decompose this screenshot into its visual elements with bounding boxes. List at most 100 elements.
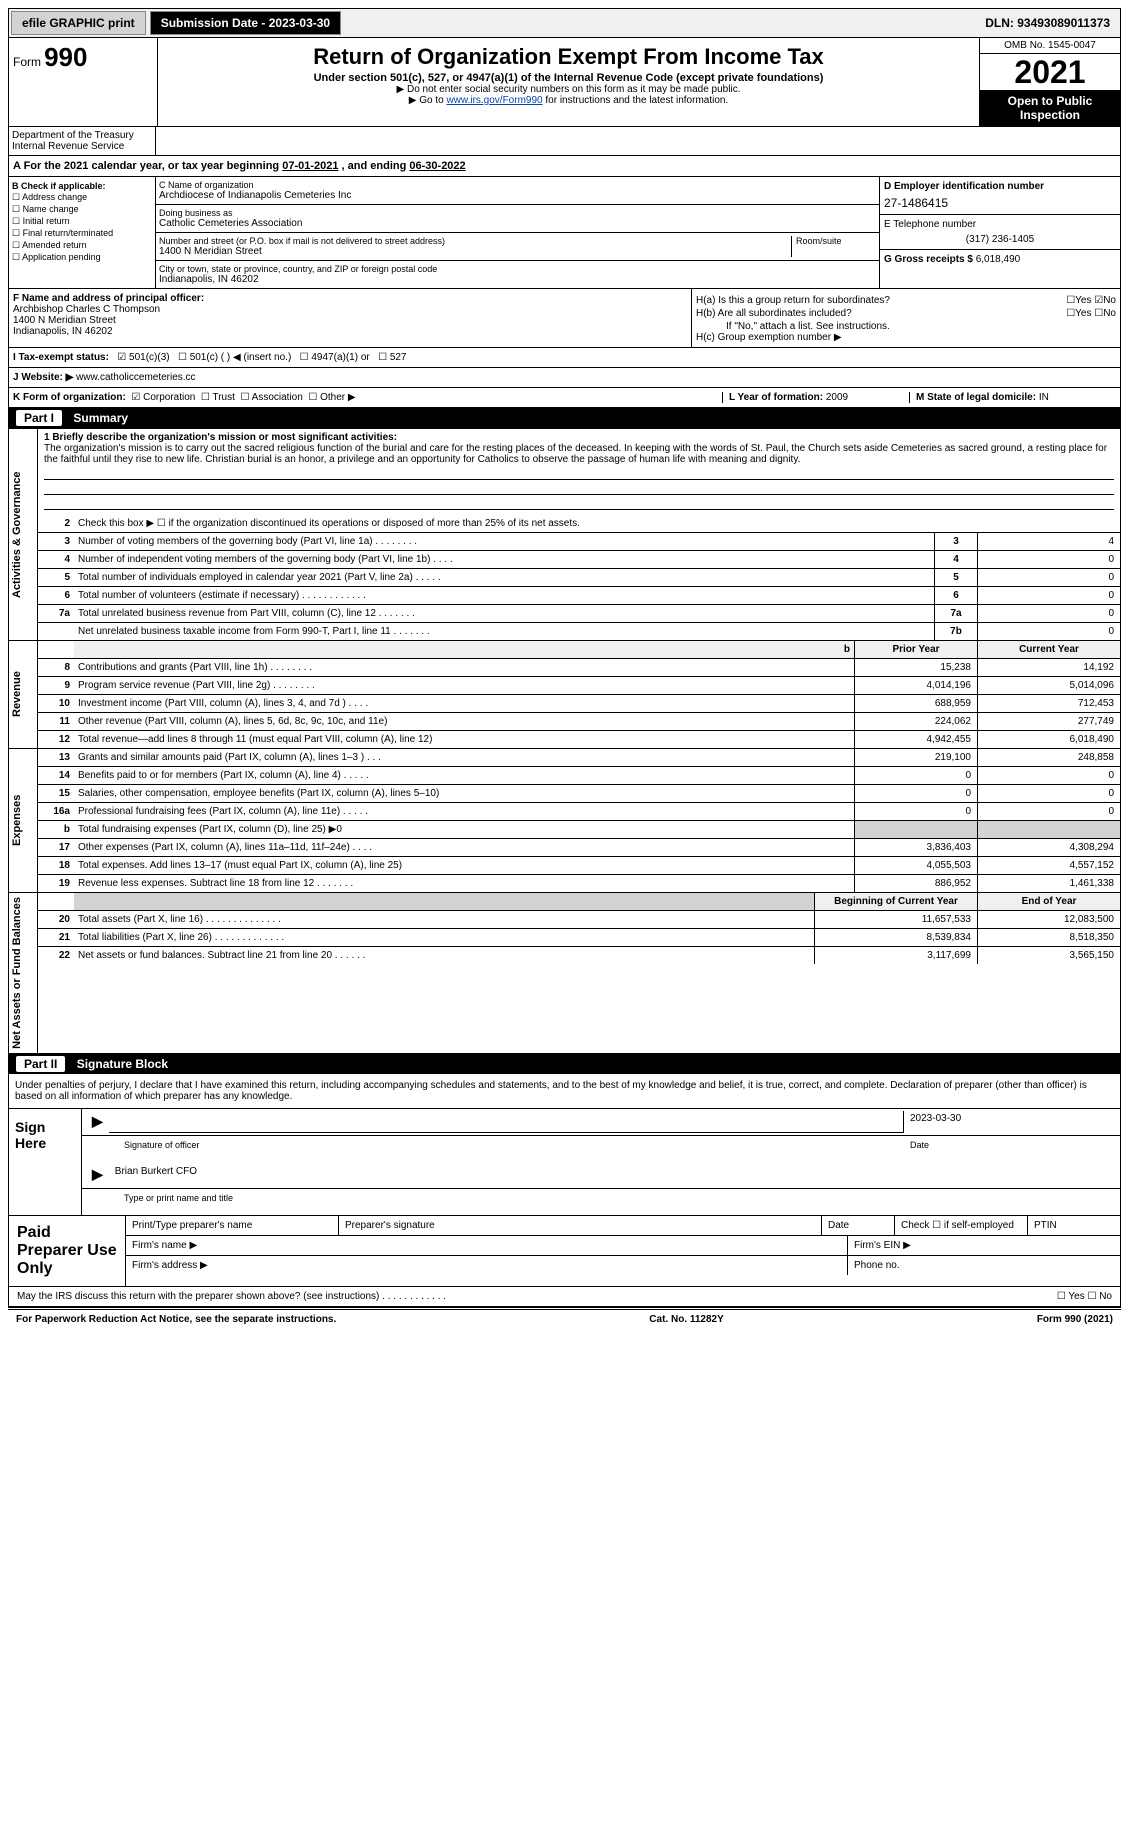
col-d: D Employer identification number 27-1486… [879,177,1120,288]
gov-line: 3Number of voting members of the governi… [38,533,1120,551]
discuss-text: May the IRS discuss this return with the… [17,1291,446,1302]
part2-title: Signature Block [77,1057,168,1071]
chk-addr: ☐ Address change [12,192,152,203]
hb-yn: ☐Yes ☐No [1066,308,1116,319]
gov-line: 7aTotal unrelated business revenue from … [38,605,1120,623]
block-h: H(a) Is this a group return for subordin… [692,289,1120,347]
form-ref: Form 990 (2021) [1037,1314,1113,1325]
rev-line: 11Other revenue (Part VIII, column (A), … [38,713,1120,731]
firm-ein: Firm's EIN ▶ [848,1236,1120,1255]
exp-line: 16aProfessional fundraising fees (Part I… [38,803,1120,821]
prep-name: Print/Type preparer's name [126,1216,339,1235]
line2-desc: Check this box ▶ ☐ if the organization d… [74,515,1120,532]
submission-date: 2023-03-30 [269,16,330,30]
prep-right: Print/Type preparer's name Preparer's si… [126,1216,1120,1286]
mission-label: 1 Briefly describe the organization's mi… [44,432,1114,443]
dln-label: DLN: [985,16,1017,30]
officer-name-row: ▶ Brian Burkert CFO [82,1162,1120,1189]
efile-label: efile GRAPHIC print [11,11,146,35]
hdr-begin: Beginning of Current Year [814,893,977,910]
ts-527: 527 [390,352,407,363]
date-label: Date [904,1138,1116,1160]
exp-body: 13Grants and similar amounts paid (Part … [38,749,1120,892]
org-name-row: C Name of organization Archdiocese of In… [156,177,879,205]
sig-date: 2023-03-30 [903,1111,1116,1133]
prep-row3: Firm's address ▶ Phone no. [126,1256,1120,1275]
hdr-current: Current Year [977,641,1120,658]
k-corp: Corporation [143,392,195,403]
title-box: Return of Organization Exempt From Incom… [158,38,979,126]
phone-label: E Telephone number [884,219,1116,230]
submission-label: Submission Date - [161,16,269,30]
m-value: IN [1039,392,1049,403]
cat: Cat. No. 11282Y [649,1314,723,1325]
city-row: City or town, state or province, country… [156,261,879,288]
footer-pra: For Paperwork Reduction Act Notice, see … [8,1307,1121,1329]
b-header: B Check if applicable: [12,181,152,191]
org-name: Archdiocese of Indianapolis Cemeteries I… [159,190,876,201]
sig-officer-label: Signature of officer [118,1138,904,1160]
web-value: www.catholiccemeteries.cc [76,372,195,383]
gross-row: G Gross receipts $ 6,018,490 [880,250,1120,269]
period-mid: , and ending [342,160,410,172]
sign-here: Sign Here [9,1109,82,1215]
side-exp: Expenses [9,749,38,892]
exp-line: 14Benefits paid to or for members (Part … [38,767,1120,785]
room-label: Room/suite [792,236,876,257]
k-assoc: Association [252,392,303,403]
web-label: J Website: ▶ [13,372,76,383]
net-line: 21Total liabilities (Part X, line 26) . … [38,929,1120,947]
prep-block: Paid Preparer Use Only Print/Type prepar… [8,1216,1121,1287]
tax-status-row: I Tax-exempt status: ☑ 501(c)(3) ☐ 501(c… [8,348,1121,368]
dln: DLN: 93493089011373 [985,16,1118,30]
m-block: M State of legal domicile: IN [909,392,1116,403]
gov-section: Activities & Governance 1 Briefly descri… [8,428,1121,641]
f-label: F Name and address of principal officer: [13,293,687,304]
l-label: L Year of formation: [729,392,826,403]
net-line: 20Total assets (Part X, line 16) . . . .… [38,911,1120,929]
ts-label: I Tax-exempt status: [13,352,109,363]
gov-body: 1 Briefly describe the organization's mi… [38,429,1120,640]
hb-label: H(b) Are all subordinates included? [696,308,852,319]
dba-row: Doing business as Catholic Cemeteries As… [156,205,879,233]
ts-501c: 501(c) ( ) ◀ (insert no.) [190,352,292,363]
officer-city: Indianapolis, IN 46202 [13,326,687,337]
chk-pending: ☐ Application pending [12,252,152,263]
chk-name: ☐ Name change [12,204,152,215]
submission-date-btn[interactable]: Submission Date - 2023-03-30 [150,11,341,35]
open-public: Open to Public Inspection [980,90,1120,126]
l-value: 2009 [826,392,848,403]
subtitle: Under section 501(c), 527, or 4947(a)(1)… [162,72,975,84]
hb-row: H(b) Are all subordinates included? ☐Yes… [696,308,1116,319]
dept-left: Department of the Treasury Internal Reve… [9,127,156,155]
side-rev: Revenue [9,641,38,748]
firm-name: Firm's name ▶ [126,1236,848,1255]
prep-row1: Print/Type preparer's name Preparer's si… [126,1216,1120,1236]
hdr-prior: Prior Year [854,641,977,658]
exp-line: 13Grants and similar amounts paid (Part … [38,749,1120,767]
arrow-icon-2: ▶ [86,1164,109,1186]
col-c: C Name of organization Archdiocese of In… [156,177,879,288]
chk-amended: ☐ Amended return [12,240,152,251]
rev-hdr: b Prior Year Current Year [38,641,1120,659]
rev-line: 9Program service revenue (Part VIII, lin… [38,677,1120,695]
irs-link[interactable]: www.irs.gov/Form990 [446,95,542,106]
prep-sig: Preparer's signature [339,1216,822,1235]
line2: 2 Check this box ▶ ☐ if the organization… [38,515,1120,533]
ts-501c3: 501(c)(3) [129,352,170,363]
city: Indianapolis, IN 46202 [159,274,876,285]
rev-line: 10Investment income (Part VIII, column (… [38,695,1120,713]
discuss-yn: ☐ Yes ☐ No [1057,1291,1112,1302]
mission-text: The organization's mission is to carry o… [44,443,1114,465]
uline1 [44,467,1114,480]
hdr-end: End of Year [977,893,1120,910]
note2-pre: ▶ Go to [409,95,447,106]
k-label: K Form of organization: [13,392,126,403]
phone: (317) 236-1405 [884,230,1116,245]
hc-label: H(c) Group exemption number ▶ [696,332,1116,343]
part1-num: Part I [16,410,62,426]
street-row: Number and street (or P.O. box if mail i… [156,233,879,261]
rev-line: 8Contributions and grants (Part VIII, li… [38,659,1120,677]
exp-line: 17Other expenses (Part IX, column (A), l… [38,839,1120,857]
dept: Department of the Treasury [12,130,152,141]
